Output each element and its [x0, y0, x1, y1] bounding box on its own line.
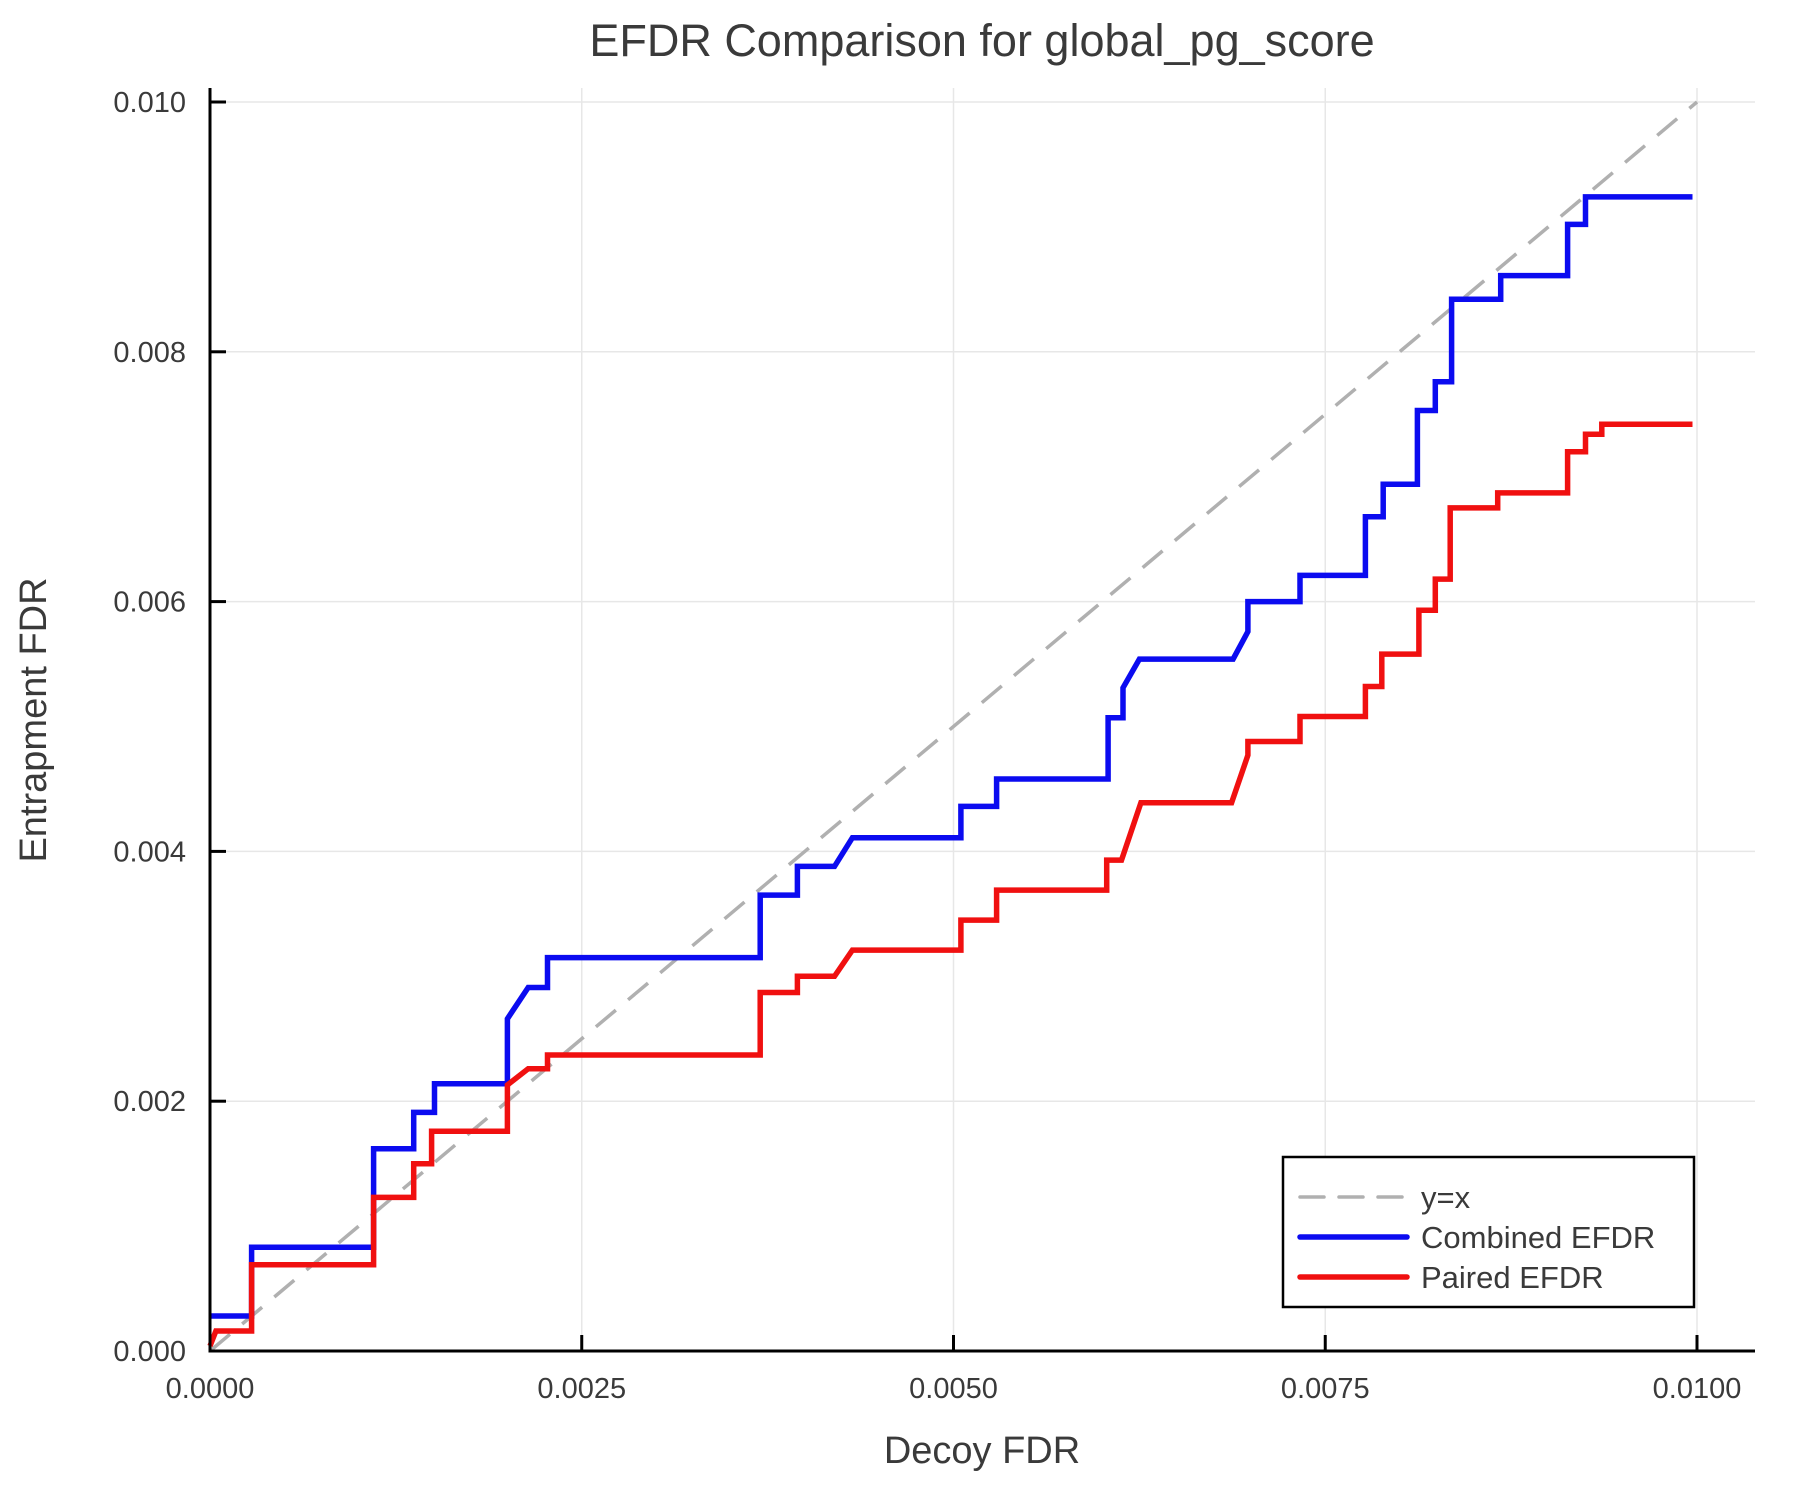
y-tick-label-0.006: 0.006	[113, 587, 186, 619]
x-tick-label-0.0000: 0.0000	[166, 1373, 255, 1405]
y-tick-label-0.000: 0.000	[113, 1336, 186, 1368]
tick-layer: 0.0000 0.0025 0.0050 0.0075 0.0100 0.000 0.002…	[113, 87, 1741, 1405]
y-axis-label: Entrapment FDR	[13, 577, 55, 862]
axes-layer	[208, 88, 1755, 1353]
y-tick-label-0.004: 0.004	[113, 836, 186, 868]
y-tick-label-0.008: 0.008	[113, 337, 186, 369]
legend-layer: y=x Combined EFDR Paired EFDR	[1281, 1155, 1696, 1309]
legend-box	[1281, 1155, 1696, 1309]
legend-label-y-x: y=x	[1421, 1180, 1471, 1215]
series-combined-efdr	[210, 194, 1693, 1319]
x-tick-label-0.0100: 0.0100	[1653, 1373, 1742, 1405]
series-layer	[207, 100, 1699, 1353]
x-tick-label-0.0025: 0.0025	[537, 1373, 626, 1405]
chart-title: EFDR Comparison for global_pg_score	[589, 15, 1374, 66]
legend-label-combined-efdr: Combined EFDR	[1421, 1220, 1655, 1255]
y-tick-label-0.002: 0.002	[113, 1086, 186, 1118]
x-tick-label-0.0050: 0.0050	[909, 1373, 998, 1405]
series-paired-efdr	[207, 421, 1693, 1348]
legend-label-paired-efdr: Paired EFDR	[1421, 1260, 1604, 1295]
x-tick-label-0.0075: 0.0075	[1281, 1373, 1370, 1405]
y-tick-label-0.010: 0.010	[113, 87, 186, 119]
x-axis-label: Decoy FDR	[884, 1430, 1080, 1472]
